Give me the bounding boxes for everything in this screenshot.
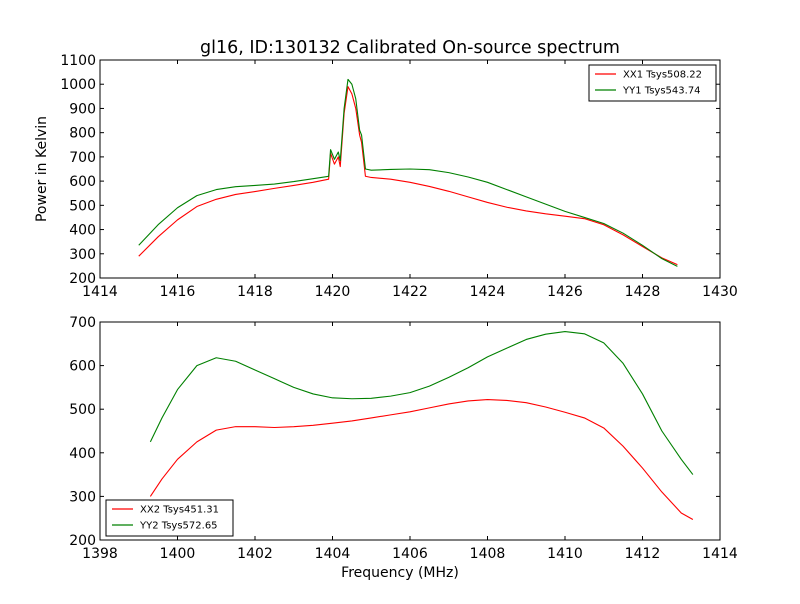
series-line-2-1 — [149, 399, 694, 520]
y-tick-label: 900 — [69, 101, 96, 117]
x-tick-label: 1412 — [625, 546, 661, 562]
x-tick-label: 1428 — [625, 284, 661, 300]
x-tick-label: 1406 — [392, 546, 428, 562]
x-tick-label: 1398 — [82, 546, 118, 562]
x-tick-label: 1416 — [160, 284, 196, 300]
y-tick-label: 300 — [69, 489, 96, 505]
x-tick-label: 1426 — [547, 284, 583, 300]
x-tick-label: 1410 — [547, 546, 583, 562]
legend-box — [105, 499, 234, 537]
y-axis-label: Power in Kelvin — [34, 116, 50, 222]
series-line-2-2 — [149, 331, 694, 475]
legend: XX1 Tsys508.22 YY1 Tsys543.74 — [588, 64, 717, 102]
x-tick-label: 1430 — [702, 284, 738, 300]
legend-label: YY2 Tsys572.65 — [139, 521, 218, 532]
y-tick-label: 500 — [69, 402, 96, 418]
y-tick-label: 1000 — [60, 77, 96, 93]
y-tick-label: 200 — [69, 271, 96, 287]
y-tick-label: 600 — [69, 359, 96, 375]
y-tick-label: 500 — [69, 198, 96, 214]
x-tick-label: 1414 — [82, 284, 118, 300]
y-tick-label: 300 — [69, 247, 96, 263]
y-tick-label: 600 — [69, 174, 96, 190]
x-tick-label: 1414 — [702, 546, 738, 562]
x-tick-label: 1404 — [315, 546, 351, 562]
x-tick-label: 1420 — [315, 284, 351, 300]
subplot-1: 1414 1416 1418 1420 1422 1424 1426 1428 1430 200 3… — [34, 53, 738, 300]
y-tick-label: 400 — [69, 446, 96, 462]
legend-label: YY1 Tsys543.74 — [622, 86, 701, 97]
x-axis-label: Frequency (MHz) — [341, 565, 459, 581]
subplot-2: 1398 1400 1402 1404 1406 1408 1410 1412 1414 200 3… — [69, 315, 738, 581]
legend-label: XX2 Tsys451.31 — [140, 505, 219, 516]
x-tick-label: 1424 — [470, 284, 506, 300]
y-tick-label: 1100 — [60, 53, 96, 69]
x-tick-label: 1422 — [392, 284, 428, 300]
y-tick-label: 700 — [69, 150, 96, 166]
x-tick-label: 1418 — [237, 284, 273, 300]
y-tick-label: 400 — [69, 223, 96, 239]
y-tick-label: 200 — [69, 533, 96, 549]
chart-title: gl16, ID:130132 Calibrated On-source spe… — [200, 38, 620, 58]
legend: XX2 Tsys451.31 YY2 Tsys572.65 — [105, 499, 234, 537]
y-tick-label: 700 — [69, 315, 96, 331]
x-tick-label: 1402 — [237, 546, 273, 562]
x-tick-label: 1400 — [160, 546, 196, 562]
legend-box — [588, 64, 717, 102]
legend-label: XX1 Tsys508.22 — [623, 70, 702, 81]
y-tick-label: 800 — [69, 126, 96, 142]
series-line-1-1 — [138, 86, 678, 266]
series-line-1-2 — [138, 78, 678, 267]
x-tick-label: 1408 — [470, 546, 506, 562]
